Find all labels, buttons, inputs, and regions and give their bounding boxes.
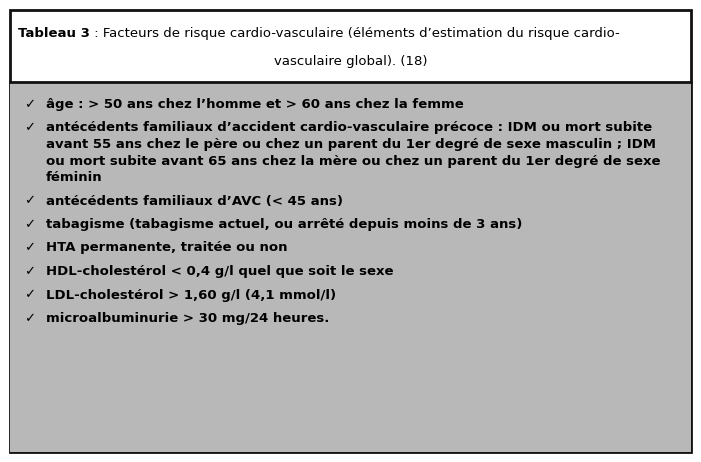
Text: ✓: ✓	[25, 265, 36, 278]
Text: ✓: ✓	[25, 218, 36, 231]
Text: LDL-cholestérol > 1,60 g/l (4,1 mmol/l): LDL-cholestérol > 1,60 g/l (4,1 mmol/l)	[46, 288, 336, 302]
Text: ou mort subite avant 65 ans chez la mère ou chez un parent du 1er degré de sexe: ou mort subite avant 65 ans chez la mère…	[46, 154, 660, 168]
Text: avant 55 ans chez le père ou chez un parent du 1er degré de sexe masculin ; IDM: avant 55 ans chez le père ou chez un par…	[46, 138, 656, 151]
Bar	[10, 82, 691, 452]
Text: tabagisme (tabagisme actuel, ou arrêté depuis moins de 3 ans): tabagisme (tabagisme actuel, ou arrêté d…	[46, 218, 522, 231]
Text: : Facteurs de risque cardio-vasculaire (éléments d’estimation du risque cardio-: : Facteurs de risque cardio-vasculaire (…	[90, 27, 620, 40]
Text: HDL-cholestérol < 0,4 g/l quel que soit le sexe: HDL-cholestérol < 0,4 g/l quel que soit …	[46, 265, 393, 278]
Text: Tableau 3: Tableau 3	[18, 27, 90, 40]
Text: ✓: ✓	[25, 195, 36, 207]
Text: ✓: ✓	[25, 98, 36, 111]
Text: ✓: ✓	[25, 122, 36, 134]
Text: âge : > 50 ans chez l’homme et > 60 ans chez la femme: âge : > 50 ans chez l’homme et > 60 ans …	[46, 98, 464, 111]
Text: ✓: ✓	[25, 312, 36, 325]
Text: ✓: ✓	[25, 242, 36, 255]
Text: vasculaire global). (18): vasculaire global). (18)	[274, 55, 427, 68]
Text: antécédents familiaux d’accident cardio-vasculaire précoce : IDM ou mort subite: antécédents familiaux d’accident cardio-…	[46, 122, 652, 134]
Text: HTA permanente, traitée ou non: HTA permanente, traitée ou non	[46, 242, 287, 255]
Text: ✓: ✓	[25, 288, 36, 302]
Text: microalbuminurie > 30 mg/24 heures.: microalbuminurie > 30 mg/24 heures.	[46, 312, 329, 325]
Text: antécédents familiaux d’AVC (< 45 ans): antécédents familiaux d’AVC (< 45 ans)	[46, 195, 343, 207]
Text: féminin: féminin	[46, 171, 102, 184]
